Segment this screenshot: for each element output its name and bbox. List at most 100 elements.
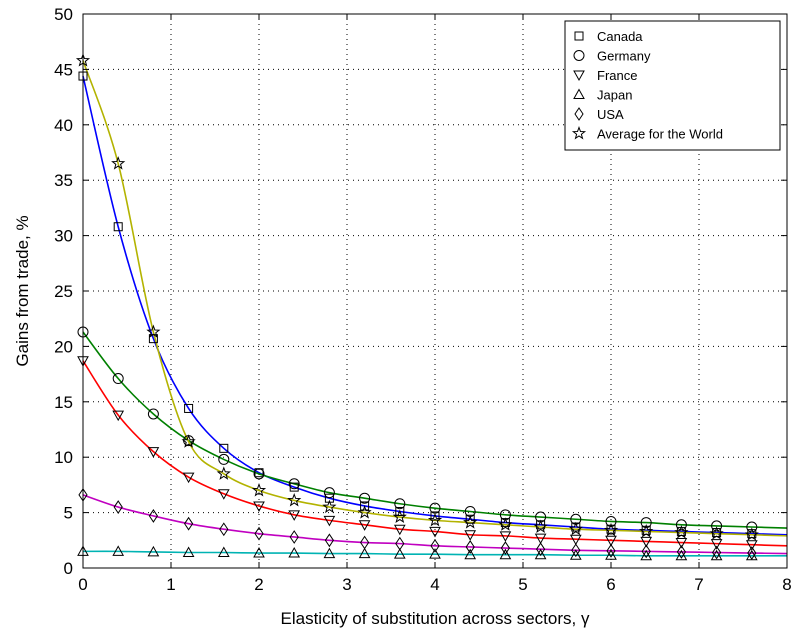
- x-tick-label: 7: [694, 575, 703, 594]
- series-marker-france: [288, 510, 301, 521]
- series-marker-germany: [675, 519, 687, 531]
- series-marker-canada: [395, 506, 405, 516]
- series-marker-average-for-the-world: [463, 515, 478, 529]
- series-marker-usa: [324, 533, 335, 548]
- y-tick-label: 50: [54, 5, 73, 24]
- series-marker-usa: [606, 543, 616, 558]
- series-marker-average-for-the-world: [533, 519, 548, 534]
- legend-marker-germany: [573, 50, 585, 61]
- series-marker-france: [464, 530, 477, 541]
- series-marker-usa: [711, 545, 722, 560]
- series-marker-france: [393, 524, 406, 536]
- series-marker-usa: [500, 541, 511, 555]
- y-tick-label: 25: [54, 282, 73, 301]
- x-tick-label: 6: [606, 575, 615, 594]
- series-marker-usa: [148, 509, 159, 523]
- series-marker-japan: [640, 549, 653, 561]
- series-marker-france: [675, 538, 688, 549]
- series-marker-usa: [254, 526, 264, 541]
- series-marker-france: [147, 447, 160, 458]
- series-marker-japan: [675, 549, 688, 561]
- legend-marker-average-for-the-world: [571, 126, 587, 140]
- series-marker-france: [217, 489, 230, 500]
- series-marker-germany: [253, 468, 265, 480]
- x-tick-label: 4: [430, 575, 439, 594]
- series-marker-usa: [676, 545, 687, 559]
- series-marker-average-for-the-world: [287, 492, 302, 507]
- series-marker-germany: [147, 408, 159, 420]
- series-marker-average-for-the-world: [181, 434, 196, 448]
- series-marker-japan: [112, 545, 125, 556]
- series-marker-average-for-the-world: [498, 517, 513, 531]
- series-line-germany: [82, 331, 788, 529]
- series-marker-average-for-the-world: [568, 521, 583, 536]
- series-marker-germany: [605, 515, 617, 527]
- series-marker-france: [710, 539, 723, 550]
- series-marker-usa: [395, 536, 405, 551]
- series-marker-france: [112, 410, 125, 422]
- series-marker-usa: [747, 546, 757, 560]
- series-marker-average-for-the-world: [639, 524, 654, 538]
- series-marker-average-for-the-world: [427, 512, 443, 527]
- series-lines: [82, 60, 788, 557]
- legend-label-germany: Germany: [597, 49, 651, 64]
- series-marker-usa: [183, 516, 194, 531]
- y-tick-label: 20: [54, 337, 73, 356]
- series-marker-germany: [359, 492, 371, 504]
- series-marker-france: [358, 520, 371, 531]
- legend-box: [564, 20, 781, 151]
- series-marker-average-for-the-world: [603, 522, 619, 537]
- series-marker-usa: [465, 540, 475, 554]
- series-marker-usa: [113, 500, 123, 514]
- series-marker-france: [429, 526, 441, 538]
- series-marker-canada: [430, 511, 440, 521]
- series-marker-usa: [641, 544, 651, 559]
- legend-label-france: France: [597, 68, 637, 83]
- legend-marker-france: [573, 70, 585, 82]
- series-line-canada: [82, 75, 788, 536]
- series-marker-germany: [746, 521, 758, 533]
- series-marker-japan: [182, 546, 195, 557]
- series-marker-japan: [569, 549, 582, 560]
- series-marker-japan: [534, 548, 547, 560]
- series-line-usa: [82, 494, 788, 555]
- y-tick-label: 30: [54, 227, 73, 246]
- x-tick-label: 3: [342, 575, 351, 594]
- series-marker-canada: [113, 222, 123, 232]
- series-marker-japan: [217, 546, 230, 557]
- series-marker-germany: [711, 520, 723, 532]
- series-line-japan: [82, 550, 787, 557]
- y-tick-label: 5: [64, 504, 73, 523]
- series-marker-japan: [147, 545, 160, 557]
- y-tick-label: 35: [54, 171, 73, 190]
- series-marker-average-for-the-world: [709, 526, 724, 540]
- series-marker-average-for-the-world: [322, 499, 337, 514]
- x-axis-label: Elasticity of substitution across sector…: [281, 609, 590, 628]
- series-marker-canada: [184, 403, 194, 413]
- legend: Canada Germany France Japan USA Average for t…: [564, 20, 781, 151]
- series-marker-germany: [323, 487, 335, 499]
- y-tick-label: 0: [64, 559, 73, 578]
- series-marker-average-for-the-world: [251, 482, 267, 497]
- x-tick-label: 0: [78, 575, 87, 594]
- x-tick-label: 8: [782, 575, 791, 594]
- series-marker-average-for-the-world: [674, 525, 689, 539]
- legend-marker-canada: [574, 31, 584, 41]
- series-marker-usa: [219, 522, 229, 537]
- series-marker-france: [534, 533, 547, 545]
- series-marker-japan: [288, 547, 301, 558]
- legend-marker-usa: [574, 107, 584, 121]
- x-tick-label: 5: [518, 575, 527, 594]
- series-marker-usa: [359, 535, 370, 550]
- series-markers: [75, 53, 759, 561]
- y-tick-label: 45: [54, 60, 73, 79]
- series-marker-canada: [360, 501, 370, 511]
- series-marker-germany: [288, 478, 300, 490]
- series-marker-france: [499, 531, 512, 542]
- y-axis-label: Gains from trade, %: [13, 215, 32, 366]
- series-marker-average-for-the-world: [216, 466, 231, 480]
- x-tick-label: 2: [254, 575, 263, 594]
- series-marker-japan: [393, 548, 406, 559]
